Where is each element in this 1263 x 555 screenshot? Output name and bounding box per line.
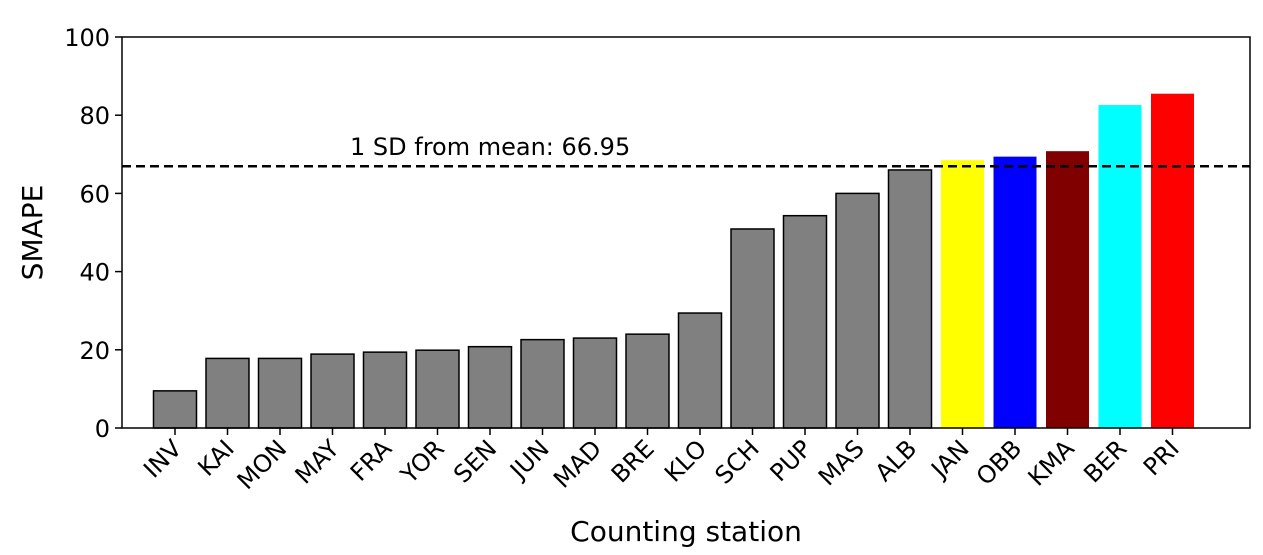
bar-yor (415, 349, 460, 429)
bar-kai (205, 357, 250, 429)
y-tick-label-80: 80 (79, 102, 110, 130)
x-tick-label-mas: MAS (813, 434, 870, 491)
bar-alb (887, 169, 933, 429)
bar-jun (520, 338, 565, 429)
reference-line-group: 1 SD from mean: 66.95 (122, 133, 1250, 168)
bar-pup (782, 214, 828, 429)
bar-may (310, 353, 355, 429)
bar-inv (152, 390, 198, 429)
y-tick-label-20: 20 (79, 337, 110, 365)
bar-klo (677, 312, 723, 429)
y-tick-label-100: 100 (64, 24, 110, 52)
x-tick-label-pri: PRI (1138, 434, 1185, 481)
bar-sch (730, 228, 775, 429)
y-axis: 0 20 40 60 80 100 (64, 24, 122, 443)
x-tick-label-ber: BER (1078, 434, 1132, 488)
reference-line-label: 1 SD from mean: 66.95 (350, 133, 630, 161)
x-tick-label-mad: MAD (548, 434, 607, 493)
x-tick-label-inv: INV (138, 434, 188, 484)
bar-ber (1098, 105, 1142, 428)
x-tick-label-pup: PUP (765, 434, 818, 487)
x-axis-label: Counting station (570, 515, 802, 548)
x-tick-label-fra: FRA (345, 434, 398, 487)
x-tick-label-jan: JAN (925, 434, 975, 484)
y-tick-label-60: 60 (79, 180, 110, 208)
x-tick-label-bre: BRE (606, 434, 660, 488)
x-tick-label-mon: MON (232, 434, 293, 495)
bars-group (152, 93, 1194, 429)
bar-mas (835, 192, 880, 429)
plot-frame (121, 36, 1251, 429)
y-tick-label-0: 0 (95, 415, 110, 443)
x-tick-label-obb: OBB (971, 434, 1027, 490)
x-tick-label-may: MAY (290, 434, 345, 489)
y-axis-label: SMAPE (16, 185, 49, 281)
bar-bre (625, 333, 670, 429)
bar-sen (467, 345, 513, 429)
x-tick-label-klo: KLO (659, 434, 712, 487)
x-tick-label-alb: ALB (870, 434, 923, 487)
x-tick-label-yor: YOR (395, 434, 450, 489)
x-tick-label-kma: KMA (1023, 434, 1081, 492)
y-tick-label-40: 40 (79, 259, 110, 287)
bar-mad (572, 337, 618, 429)
bar-obb (993, 156, 1037, 428)
bar-mon (257, 357, 303, 429)
bar-jan (941, 160, 984, 429)
x-tick-label-sch: SCH (710, 434, 765, 489)
x-tick-label-jun: JUN (503, 434, 554, 485)
bar-kma (1046, 151, 1089, 428)
bar-pri (1151, 93, 1194, 428)
bar-fra (362, 351, 408, 429)
x-tick-label-sen: SEN (448, 434, 502, 488)
